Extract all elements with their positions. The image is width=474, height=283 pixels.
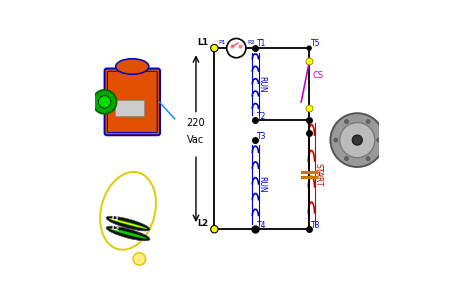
Ellipse shape — [106, 216, 150, 231]
Text: RUN: RUN — [257, 176, 266, 193]
Text: Vac: Vac — [187, 135, 205, 145]
Text: °C: °C — [231, 47, 239, 52]
Text: P2: P2 — [247, 40, 255, 45]
Circle shape — [345, 157, 348, 161]
Text: 220: 220 — [187, 118, 205, 128]
Ellipse shape — [116, 59, 149, 74]
Ellipse shape — [109, 218, 147, 229]
Text: SC: SC — [313, 170, 324, 179]
Circle shape — [340, 123, 375, 158]
Bar — [115, 100, 144, 116]
Circle shape — [334, 138, 338, 142]
Text: L2: L2 — [110, 226, 119, 233]
Circle shape — [210, 44, 218, 52]
Circle shape — [345, 119, 348, 123]
Circle shape — [307, 46, 311, 50]
Circle shape — [210, 226, 218, 233]
Ellipse shape — [109, 228, 147, 239]
Circle shape — [93, 90, 117, 114]
Text: T1: T1 — [257, 39, 266, 48]
Text: RUN: RUN — [257, 76, 266, 93]
Circle shape — [352, 135, 362, 145]
Text: CS: CS — [312, 71, 324, 80]
Text: T4: T4 — [257, 221, 266, 230]
Ellipse shape — [106, 226, 150, 241]
Text: T8: T8 — [311, 221, 320, 230]
Text: L1: L1 — [110, 216, 119, 223]
Circle shape — [366, 157, 370, 161]
Circle shape — [330, 113, 384, 167]
Circle shape — [377, 138, 381, 142]
Text: L2: L2 — [197, 219, 208, 228]
Circle shape — [227, 38, 246, 58]
Text: P1: P1 — [218, 40, 226, 45]
Text: L1: L1 — [197, 38, 208, 47]
Text: T5: T5 — [311, 39, 320, 48]
Circle shape — [98, 96, 111, 108]
Text: T3: T3 — [257, 132, 266, 141]
Text: START: START — [313, 163, 322, 186]
Ellipse shape — [109, 218, 147, 229]
Text: T2: T2 — [257, 112, 266, 121]
FancyBboxPatch shape — [105, 68, 160, 135]
Circle shape — [133, 253, 146, 265]
Circle shape — [366, 119, 370, 123]
